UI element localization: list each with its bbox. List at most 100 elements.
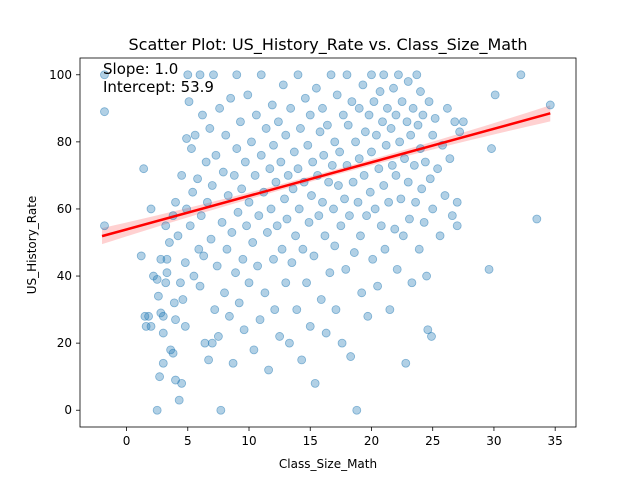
scatter-point bbox=[210, 305, 220, 314]
scatter-point bbox=[193, 174, 202, 184]
scatter-point bbox=[269, 254, 278, 264]
scatter-point bbox=[359, 171, 369, 180]
scatter-point bbox=[405, 214, 414, 224]
scatter-point bbox=[176, 278, 185, 288]
scatter-point bbox=[340, 194, 349, 204]
scatter-point bbox=[158, 328, 168, 338]
scatter-point bbox=[338, 110, 348, 120]
scatter-point bbox=[354, 103, 364, 113]
scatter-point bbox=[285, 338, 294, 348]
scatter-point bbox=[409, 160, 419, 170]
scatter-point bbox=[303, 140, 313, 150]
scatter-point bbox=[231, 268, 240, 278]
scatter-point bbox=[341, 264, 351, 274]
scatter-point bbox=[381, 140, 391, 150]
scatter-point bbox=[227, 228, 237, 237]
scatter-point bbox=[395, 137, 405, 147]
scatter-point bbox=[244, 197, 254, 207]
scatter-point bbox=[281, 278, 291, 288]
scatter-point bbox=[255, 315, 265, 325]
y-tick-label: 0 bbox=[64, 403, 72, 417]
scatter-point bbox=[287, 258, 297, 268]
scatter-point bbox=[144, 311, 153, 321]
scatter-point bbox=[177, 378, 187, 388]
scatter-point bbox=[223, 191, 233, 200]
scatter-point bbox=[266, 204, 276, 214]
scatter-point bbox=[370, 204, 380, 214]
scatter-point bbox=[391, 171, 401, 180]
scatter-point bbox=[349, 248, 359, 257]
scatter-point bbox=[362, 211, 371, 221]
scatter-point bbox=[367, 70, 376, 80]
scatter-point bbox=[532, 214, 542, 224]
scatter-point bbox=[195, 70, 205, 80]
scatter-point bbox=[322, 120, 332, 130]
x-axis-label: Class_Size_Math bbox=[279, 457, 377, 471]
scatter-point bbox=[162, 268, 172, 278]
scatter-point bbox=[321, 328, 331, 338]
scatter-point bbox=[371, 130, 381, 140]
scatter-point bbox=[412, 70, 422, 80]
scatter-point bbox=[239, 325, 249, 335]
scatter-point bbox=[229, 171, 239, 180]
scatter-point bbox=[283, 171, 293, 180]
x-tick-label: 25 bbox=[425, 434, 440, 448]
scatter-point bbox=[400, 154, 409, 164]
scatter-point bbox=[318, 103, 327, 113]
scatter-point bbox=[271, 177, 281, 187]
scatter-point bbox=[240, 157, 250, 167]
scatter-point bbox=[200, 338, 210, 348]
scatter-point bbox=[300, 93, 310, 103]
chart-title: Scatter Plot: US_History_Rate vs. Class_… bbox=[129, 35, 528, 55]
scatter-point bbox=[297, 355, 307, 365]
scatter-point bbox=[288, 184, 298, 194]
scatter-point bbox=[351, 137, 360, 147]
scatter-points-layer bbox=[100, 70, 555, 415]
scatter-point bbox=[212, 261, 222, 271]
scatter-point bbox=[278, 80, 288, 90]
scatter-point bbox=[294, 204, 304, 214]
scatter-point bbox=[183, 70, 193, 80]
scatter-point bbox=[277, 244, 287, 254]
scatter-point bbox=[330, 241, 340, 251]
scatter-point bbox=[228, 358, 238, 368]
scatter-point bbox=[319, 150, 329, 160]
scatter-point bbox=[367, 147, 376, 157]
scatter-point bbox=[304, 217, 314, 227]
scatter-point bbox=[327, 160, 337, 170]
scatter-point bbox=[417, 184, 427, 194]
scatter-point bbox=[196, 211, 206, 221]
intercept-annotation: Intercept: 53.9 bbox=[103, 78, 214, 96]
scatter-point bbox=[282, 214, 292, 224]
scatter-point bbox=[198, 110, 207, 120]
scatter-point bbox=[188, 187, 198, 197]
scatter-point bbox=[267, 100, 277, 110]
scatter-point bbox=[387, 160, 397, 170]
scatter-point bbox=[139, 164, 149, 174]
scatter-point bbox=[326, 70, 336, 80]
scatter-point bbox=[199, 251, 209, 261]
scatter-point bbox=[293, 164, 303, 174]
scatter-point bbox=[408, 103, 418, 113]
scatter-point bbox=[215, 103, 225, 113]
scatter-point bbox=[262, 228, 272, 237]
plot-frame bbox=[79, 57, 577, 428]
scatter-point bbox=[336, 221, 346, 231]
scatter-point bbox=[309, 251, 319, 261]
scatter-point bbox=[211, 150, 221, 160]
scatter-point bbox=[419, 217, 429, 227]
y-tick-label: 80 bbox=[57, 135, 72, 149]
scatter-point bbox=[206, 234, 216, 244]
y-tick-label: 100 bbox=[49, 68, 72, 82]
scatter-point bbox=[232, 70, 242, 80]
scatter-point bbox=[270, 305, 280, 314]
scatter-point bbox=[342, 70, 352, 80]
scatter-point bbox=[407, 278, 417, 288]
scatter-point bbox=[242, 221, 251, 231]
scatter-point bbox=[248, 238, 258, 247]
y-axis-label: US_History_Rate bbox=[25, 196, 39, 295]
scatter-point bbox=[458, 117, 468, 127]
scatter-point bbox=[379, 181, 389, 190]
scatter-point bbox=[180, 321, 190, 331]
scatter-point bbox=[385, 305, 395, 314]
